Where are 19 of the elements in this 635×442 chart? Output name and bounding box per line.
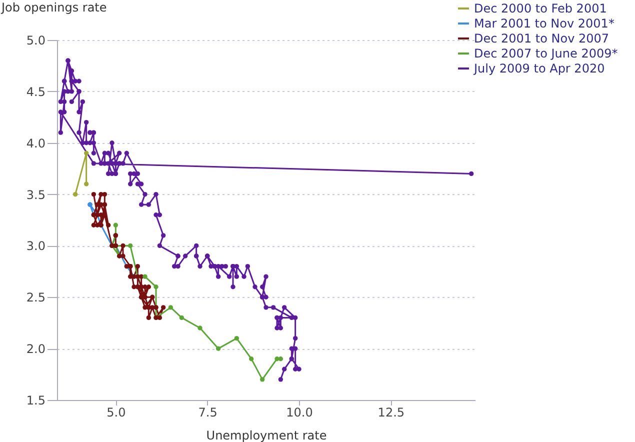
y-tick-label: 3.5 <box>26 188 46 202</box>
y-tick-label: 5.0 <box>26 34 46 48</box>
x-tick-label: 5.0 <box>106 406 126 420</box>
y-tick-label: 3.0 <box>26 239 46 254</box>
legend-label: Dec 2007 to June 2009* <box>474 46 618 60</box>
y-tick-label: 4.5 <box>26 84 46 99</box>
y-tick-label: 4.0 <box>26 136 46 150</box>
y-axis-title: Job openings rate <box>0 0 107 14</box>
y-tick-label: 2.5 <box>26 290 46 305</box>
legend-label: Dec 2001 to Nov 2007 <box>474 32 610 46</box>
y-tick-label: 1.5 <box>26 394 46 408</box>
x-tick-label: 7.5 <box>198 406 218 420</box>
x-axis-title: Unemployment rate <box>206 428 327 442</box>
x-tick-label: 10.0 <box>286 406 313 420</box>
x-tick-label: 12.5 <box>378 406 405 420</box>
legend-label: July 2009 to Apr 2020 <box>473 62 605 76</box>
legend-label: Mar 2001 to Nov 2001* <box>474 16 614 30</box>
legend-label: Dec 2000 to Feb 2001 <box>474 2 607 16</box>
y-tick-label: 2.0 <box>26 342 46 356</box>
